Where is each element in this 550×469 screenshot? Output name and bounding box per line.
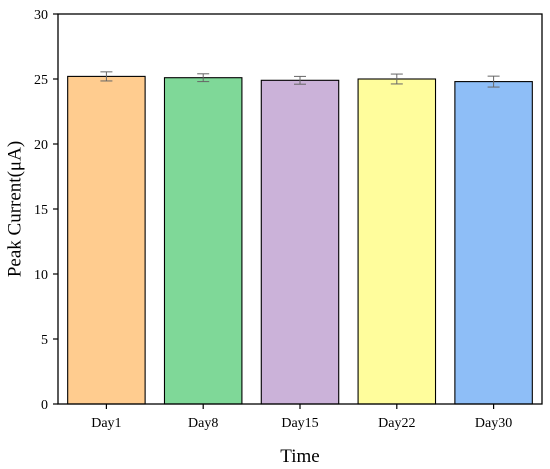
x-tick-label: Day15 (281, 416, 318, 431)
y-tick-label: 5 (41, 333, 48, 348)
bar-day22 (357, 78, 437, 405)
x-axis: Day1 Day8 Day15 Day22 Day30 (91, 404, 512, 431)
bar-day8 (163, 77, 243, 405)
y-tick-label: 10 (34, 268, 48, 283)
y-axis: 0 5 10 15 20 25 30 (34, 8, 58, 413)
bar-day1 (67, 75, 146, 405)
error-bar-day1 (100, 71, 113, 82)
y-tick-label: 0 (41, 398, 48, 413)
x-axis-title: Time (280, 446, 319, 467)
y-tick-label: 15 (34, 203, 48, 218)
y-tick-label: 30 (34, 8, 48, 23)
y-tick-label: 20 (34, 138, 48, 153)
bar-day15 (260, 79, 340, 405)
x-tick-label: Day1 (91, 416, 121, 431)
error-bars-group (100, 71, 500, 88)
y-tick-label: 25 (34, 73, 48, 88)
x-tick-label: Day8 (188, 416, 218, 431)
y-axis-title: Peak Current(μA) (4, 141, 25, 277)
plot-frame (57, 13, 543, 405)
x-tick-label: Day22 (378, 416, 415, 431)
error-bar-day15 (294, 75, 306, 85)
error-bar-day30 (487, 75, 500, 88)
x-tick-label: Day30 (475, 416, 512, 431)
bar-day30 (454, 81, 533, 405)
error-bar-day8 (197, 73, 210, 83)
bars-group (67, 75, 533, 405)
error-bar-day22 (390, 73, 403, 85)
